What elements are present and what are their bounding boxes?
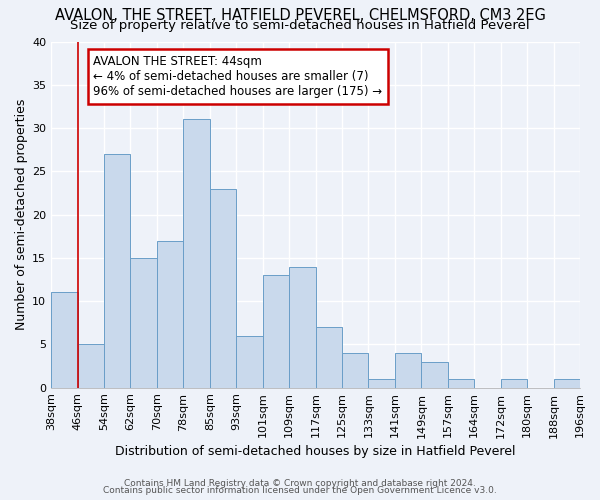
Bar [368, 379, 395, 388]
Bar [421, 362, 448, 388]
Text: AVALON THE STREET: 44sqm
← 4% of semi-detached houses are smaller (7)
96% of sem: AVALON THE STREET: 44sqm ← 4% of semi-de… [94, 56, 383, 98]
Bar [448, 379, 474, 388]
Bar [184, 120, 210, 388]
Bar [210, 188, 236, 388]
Bar [342, 353, 368, 388]
Bar [77, 344, 104, 388]
Bar [51, 292, 77, 388]
Bar [395, 353, 421, 388]
Bar [236, 336, 263, 388]
X-axis label: Distribution of semi-detached houses by size in Hatfield Peverel: Distribution of semi-detached houses by … [115, 444, 516, 458]
Bar [316, 327, 342, 388]
Bar [130, 258, 157, 388]
Text: Contains HM Land Registry data © Crown copyright and database right 2024.: Contains HM Land Registry data © Crown c… [124, 478, 476, 488]
Bar [500, 379, 527, 388]
Bar [263, 275, 289, 388]
Text: AVALON, THE STREET, HATFIELD PEVEREL, CHELMSFORD, CM3 2EG: AVALON, THE STREET, HATFIELD PEVEREL, CH… [55, 8, 545, 22]
Bar [104, 154, 130, 388]
Bar [157, 240, 184, 388]
Bar [289, 266, 316, 388]
Text: Contains public sector information licensed under the Open Government Licence v3: Contains public sector information licen… [103, 486, 497, 495]
Bar [554, 379, 580, 388]
Text: Size of property relative to semi-detached houses in Hatfield Peverel: Size of property relative to semi-detach… [70, 18, 530, 32]
Y-axis label: Number of semi-detached properties: Number of semi-detached properties [15, 99, 28, 330]
